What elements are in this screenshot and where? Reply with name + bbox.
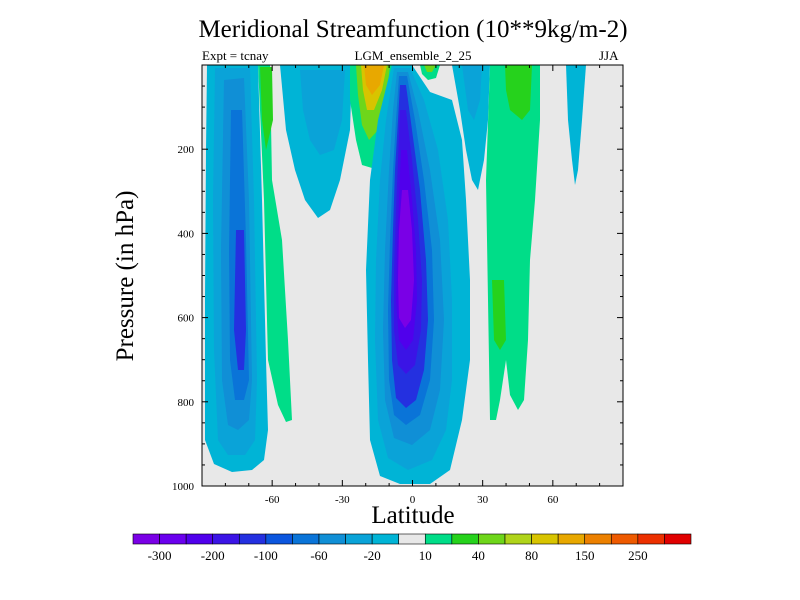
- colorbar-swatch: [185, 533, 214, 545]
- colorbar-label: 80: [525, 548, 538, 563]
- contour-northern-band: [452, 65, 490, 190]
- colorbar-label: -60: [310, 548, 327, 563]
- colorbar-swatch: [159, 533, 187, 545]
- colorbar-swatch: [292, 533, 320, 545]
- colorbar-swatch: [531, 533, 559, 545]
- colorbar-swatch: [610, 533, 639, 545]
- colorbar-swatch: [424, 533, 453, 545]
- y-tick-label: 800: [178, 397, 195, 409]
- contour-north-small-positive: [420, 65, 440, 80]
- x-tick-label: -30: [335, 494, 350, 506]
- contour-southern-positive-upper: [260, 67, 273, 150]
- y-tick-label: 200: [178, 144, 195, 156]
- colorbar-swatch: [212, 533, 240, 545]
- chart-title: Meridional Streamfunction (10**9kg/m-2): [198, 16, 628, 43]
- contour-southern-cell-b-inner: [300, 70, 345, 155]
- ensemble-label: LGM_ensemble_2_25: [354, 48, 472, 63]
- y-tick-label: 600: [178, 313, 195, 325]
- colorbar-label: 10: [419, 548, 432, 563]
- colorbar-label: -200: [201, 548, 225, 563]
- colorbar-swatch: [451, 533, 479, 545]
- contour-southern-cell-a-deep: [234, 230, 246, 370]
- colorbar-swatch: [637, 533, 665, 545]
- colorbar-swatch: [478, 533, 506, 545]
- colorbar-label: 250: [628, 548, 648, 563]
- y-axis-ticks: 200 400 600 800 1000: [172, 64, 623, 493]
- contour-northern-positive-upper: [505, 65, 532, 120]
- colorbar-swatch: [371, 533, 400, 545]
- x-tick-label: 60: [547, 494, 559, 506]
- colorbar-swatch: [557, 533, 586, 545]
- contour-far-north: [566, 65, 586, 185]
- y-tick-label: 400: [178, 228, 195, 240]
- colorbar-swatch: [398, 533, 426, 545]
- contour-fields: [205, 65, 586, 484]
- colorbar-swatch: [584, 533, 612, 545]
- colorbar-label: 40: [472, 548, 485, 563]
- contour-northern-positive-mid: [492, 280, 506, 350]
- x-tick-label: -60: [265, 494, 280, 506]
- colorbar-swatch: [504, 533, 532, 545]
- x-tick-label: 30: [477, 494, 489, 506]
- contour-southern-positive: [258, 65, 292, 422]
- colorbar-swatch: [238, 533, 267, 545]
- x-axis-ticks: -60 -30 0 30 60: [201, 65, 624, 506]
- colorbar-label: -20: [363, 548, 380, 563]
- colorbar-label: 150: [575, 548, 595, 563]
- colorbar: -300 -200 -100 -60 -20 10 40 80 150 250: [132, 533, 692, 563]
- colorbar-label: -300: [148, 548, 172, 563]
- y-axis-label: Pressure (in hPa): [112, 190, 139, 362]
- x-axis-label: Latitude: [371, 502, 455, 529]
- colorbar-swatch: [265, 533, 293, 545]
- contour-equatorial-cell-core: [398, 190, 414, 328]
- colorbar-swatch: [132, 533, 160, 545]
- experiment-label: Expt = tcnay: [202, 48, 269, 63]
- y-tick-label: 1000: [172, 481, 195, 493]
- colorbar-swatch: [318, 533, 346, 545]
- contour-northern-band-inner: [462, 65, 482, 120]
- contour-subtropical-positive-core: [364, 65, 384, 95]
- colorbar-label: -100: [254, 548, 278, 563]
- colorbar-swatch: [664, 533, 692, 545]
- colorbar-swatch: [345, 533, 373, 545]
- season-label: JJA: [599, 48, 619, 63]
- x-tick-label: 0: [410, 494, 416, 506]
- contour-north-small-positive-core: [424, 65, 436, 72]
